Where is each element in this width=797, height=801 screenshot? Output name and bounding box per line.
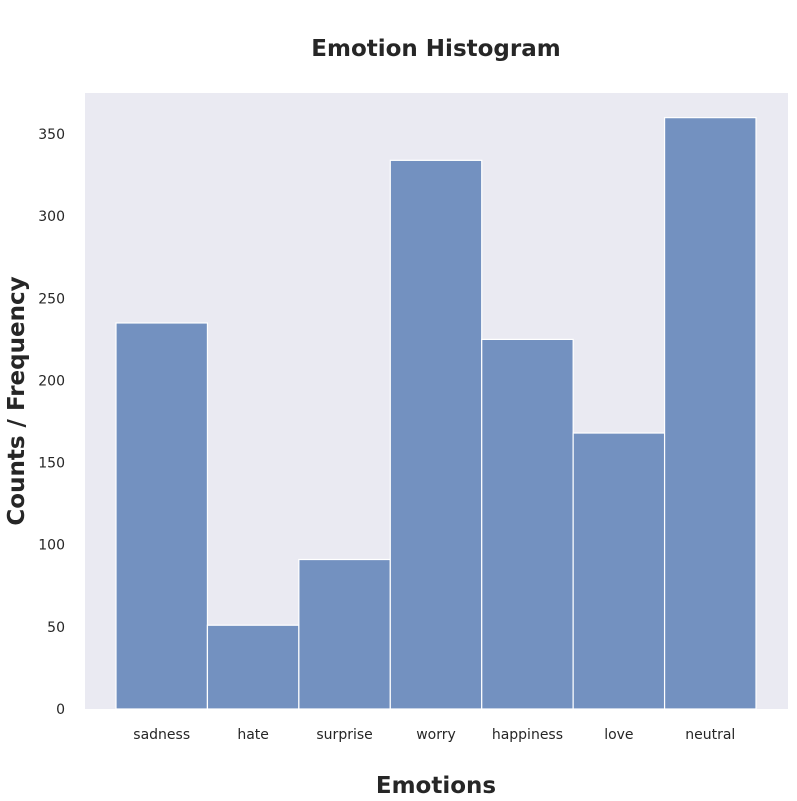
y-tick-label: 250 — [38, 291, 65, 307]
y-tick-label: 200 — [38, 373, 65, 389]
y-tick-label: 100 — [38, 538, 65, 554]
x-tick-label: hate — [237, 727, 269, 743]
y-tick-label: 300 — [38, 209, 65, 225]
bar-worry — [389, 159, 483, 710]
y-tick-label: 50 — [47, 620, 65, 636]
y-tick-label: 150 — [38, 456, 65, 472]
bar-sadness — [115, 322, 209, 710]
x-axis-title: Emotions — [376, 773, 496, 797]
x-tick-label: neutral — [685, 727, 735, 743]
y-tick-label: 0 — [56, 702, 65, 718]
bar-neutral — [663, 117, 757, 710]
bars-group — [115, 117, 757, 710]
x-tick-label: worry — [416, 727, 456, 743]
bar-hate — [206, 624, 300, 710]
bar-love — [572, 432, 666, 710]
y-tick-labels: 0 50 100 150 200 250 300 350 — [38, 127, 65, 718]
y-tick-label: 350 — [38, 127, 65, 143]
x-tick-label: surprise — [316, 727, 372, 743]
x-tick-label: happiness — [492, 727, 563, 743]
chart-title: Emotion Histogram — [311, 36, 560, 62]
x-tick-label: love — [604, 727, 633, 743]
x-tick-label: sadness — [133, 727, 190, 743]
bar-surprise — [298, 558, 391, 710]
y-axis-title: Counts / Frequency — [4, 276, 30, 525]
bar-happiness — [481, 338, 574, 710]
x-tick-labels: sadness hate surprise worry happiness love neu… — [133, 727, 735, 743]
